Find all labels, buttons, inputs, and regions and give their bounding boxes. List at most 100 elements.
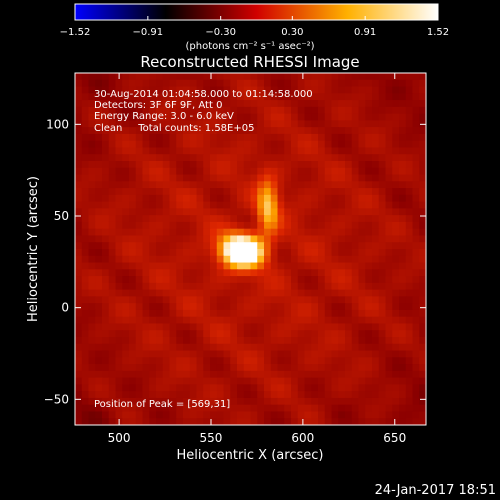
heatmap-cell (345, 282, 353, 291)
heatmap-cell (277, 262, 285, 270)
heatmap-cell (88, 337, 96, 345)
heatmap-cell (297, 391, 306, 399)
heatmap-cell (291, 100, 299, 108)
heatmap-cell (156, 242, 164, 250)
heatmap-cell (216, 228, 225, 237)
heatmap-cell (75, 235, 83, 243)
heatmap-cell (243, 384, 252, 392)
heatmap-cell (405, 309, 414, 318)
heatmap-cell (156, 269, 164, 277)
heatmap-cell (162, 418, 171, 425)
heatmap-cell (270, 208, 279, 216)
heatmap-cell (135, 377, 144, 385)
heatmap-cell (183, 215, 191, 223)
heatmap-cell (412, 127, 420, 135)
heatmap-cell (196, 100, 204, 108)
heatmap-cell (405, 323, 414, 331)
heatmap-cell (88, 120, 96, 128)
heatmap-cell (399, 100, 407, 108)
heatmap-cell (183, 181, 191, 189)
heatmap-cell (304, 100, 312, 108)
heatmap-cell (183, 228, 191, 237)
heatmap-cell (297, 127, 306, 135)
heatmap-cell (324, 249, 333, 257)
heatmap-cell (88, 174, 96, 182)
heatmap-cell (304, 323, 312, 331)
heatmap-cell (243, 201, 252, 209)
heatmap-cell (176, 370, 184, 379)
heatmap-cell (169, 201, 177, 209)
heatmap-cell (81, 147, 90, 155)
heatmap-cell (419, 289, 426, 297)
heatmap-cell (331, 411, 339, 419)
heatmap-cell (304, 357, 312, 365)
heatmap-cell (135, 154, 144, 162)
heatmap-cell (318, 289, 326, 297)
heatmap-cell (318, 147, 326, 155)
heatmap-cell (331, 249, 339, 257)
heatmap-cell (162, 221, 171, 230)
heatmap-cell (297, 276, 306, 284)
heatmap-cell (149, 93, 157, 101)
heatmap-cell (149, 411, 157, 419)
heatmap-cell (183, 93, 191, 101)
heatmap-cell (284, 411, 292, 419)
heatmap-cell (405, 133, 414, 142)
heatmap-cell (81, 370, 90, 379)
heatmap-cell (189, 411, 198, 419)
heatmap-cell (270, 174, 279, 182)
heatmap-cell (412, 194, 420, 203)
heatmap-cell (210, 181, 218, 189)
heatmap-cell (358, 201, 366, 209)
heatmap-cell (277, 100, 285, 108)
heatmap-cell (156, 309, 164, 318)
colorbar-tick-label: −1.52 (60, 27, 91, 38)
heatmap-cell (304, 181, 312, 189)
heatmap-cell (230, 337, 238, 345)
heatmap-cell (277, 350, 285, 358)
heatmap-cell (108, 188, 117, 196)
heatmap-cell (257, 411, 265, 419)
heatmap-cell (210, 100, 218, 108)
heatmap-cell (81, 391, 90, 399)
heatmap-cell (223, 147, 231, 155)
heatmap-cell (412, 303, 420, 311)
heatmap-cell (304, 337, 312, 345)
heatmap-cell (169, 282, 177, 291)
heatmap-cell (277, 337, 285, 345)
heatmap-cell (318, 93, 326, 101)
heatmap-cell (108, 194, 117, 203)
heatmap-cell (196, 364, 204, 372)
heatmap-cell (149, 309, 157, 318)
heatmap-cell (318, 86, 326, 94)
heatmap-cell (183, 282, 191, 291)
heatmap-cell (162, 147, 171, 155)
heatmap-cell (291, 208, 299, 216)
heatmap-cell (345, 194, 353, 203)
heatmap-cell (108, 100, 117, 108)
heatmap-cell (284, 316, 292, 325)
heatmap-cell (405, 289, 414, 297)
heatmap-cell (284, 127, 292, 135)
heatmap-cell (142, 208, 150, 216)
heatmap-cell (324, 411, 333, 419)
heatmap-cell (351, 255, 360, 264)
heatmap-cell (183, 411, 191, 419)
heatmap-cell (297, 303, 306, 311)
heatmap-cell (183, 154, 191, 162)
heatmap-cell (176, 377, 184, 385)
heatmap-cell (142, 181, 150, 189)
heatmap-cell (75, 364, 83, 372)
heatmap-cell (122, 262, 130, 270)
heatmap-cell (378, 337, 387, 345)
heatmap-cell (216, 106, 225, 115)
heatmap-cell (304, 343, 312, 352)
heatmap-cell (108, 276, 117, 284)
heatmap-cell (399, 309, 407, 318)
heatmap-cell (169, 262, 177, 270)
heatmap-cell (142, 303, 150, 311)
heatmap-cell (392, 262, 400, 270)
heatmap-cell (304, 391, 312, 399)
heatmap-cell (129, 404, 137, 413)
heatmap-cell (162, 404, 171, 413)
